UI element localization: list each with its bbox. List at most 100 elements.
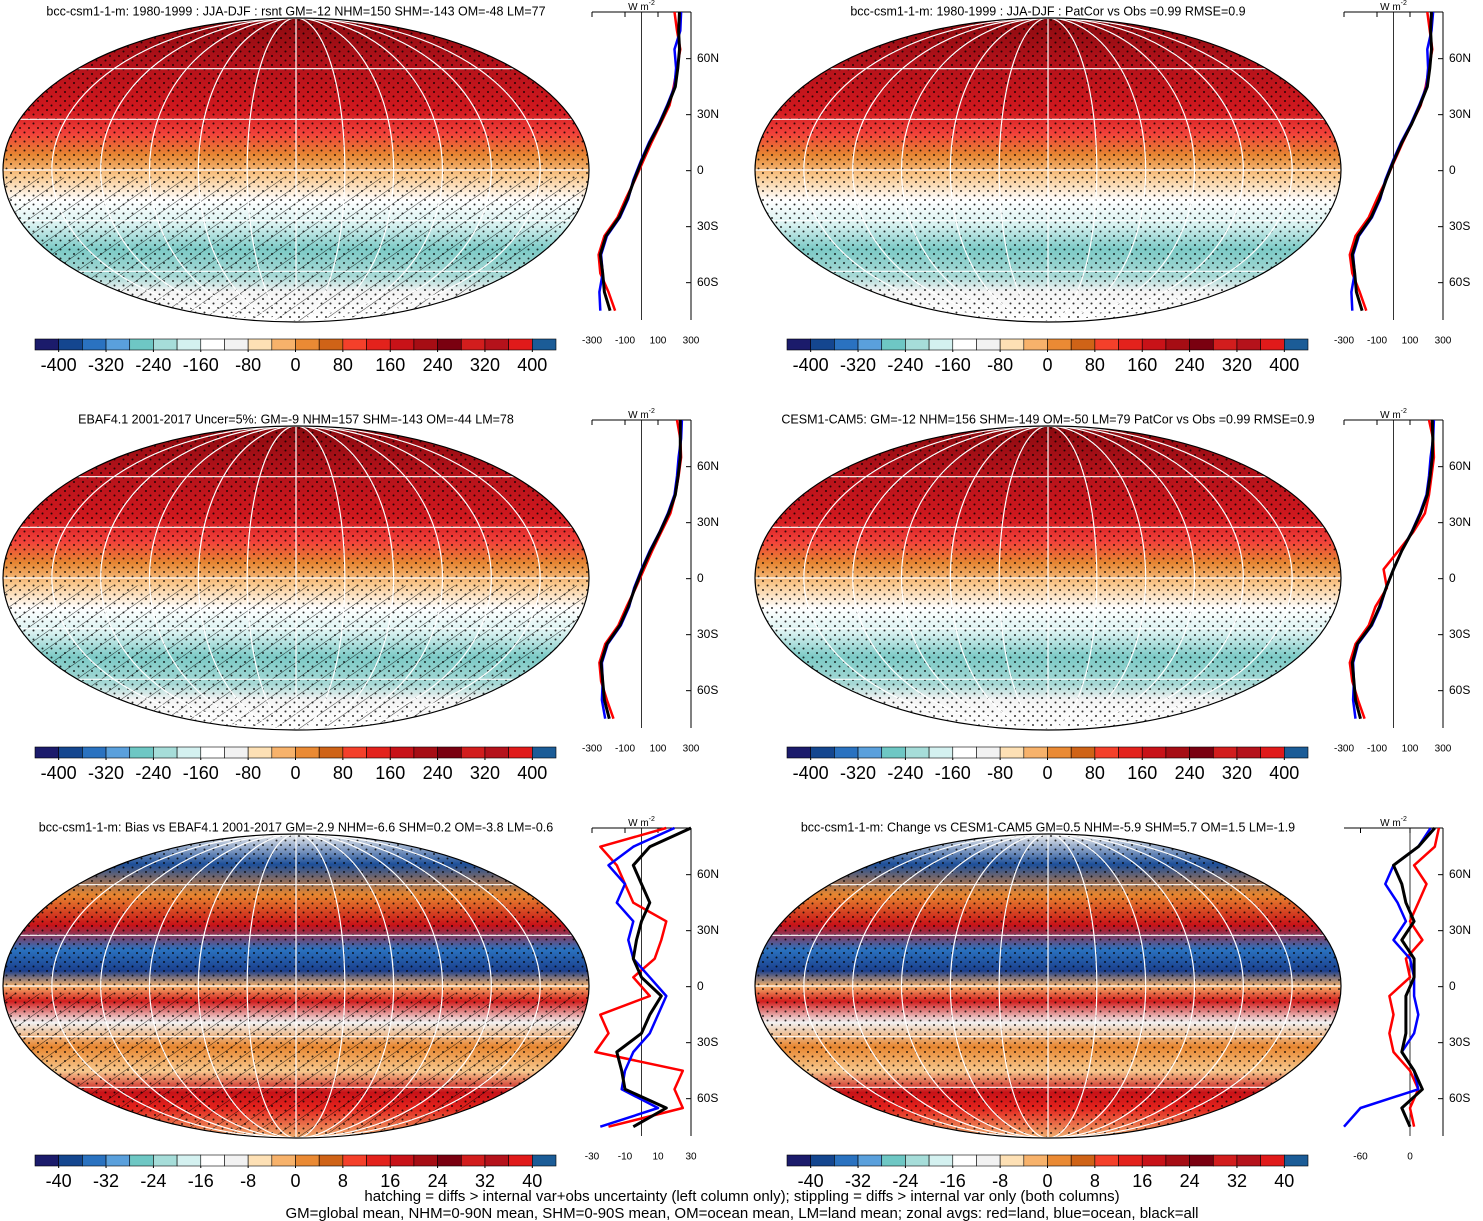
x-tick-label: -60: [1353, 1152, 1368, 1163]
y-tick-label: 60N: [697, 867, 719, 881]
colorbar-box: [105, 338, 131, 351]
panel: bcc-csm1-1-m: 1980-1999 : JJA-DJF : rsnt…: [2, 0, 719, 375]
colorbar-box: [271, 338, 296, 351]
panel: EBAF4.1 2001-2017 Uncer=5%: GM=-9 NHM=15…: [2, 408, 719, 783]
colorbar-box: [389, 338, 415, 351]
footer-note: hatching = diffs > internal var+obs unce…: [364, 1188, 1119, 1205]
colorbar-label: 320: [470, 355, 500, 375]
colorbar-box: [1070, 746, 1096, 759]
graticule: [51, 834, 541, 1138]
y-tick-label: 30S: [1449, 219, 1470, 233]
colorbar-label: 160: [375, 763, 405, 783]
graticule: [949, 426, 1147, 730]
x-tick-label: -300: [582, 336, 602, 347]
colorbar-box: [34, 746, 59, 759]
y-tick-label: 30N: [1449, 923, 1471, 937]
colorbar-label: 80: [333, 763, 353, 783]
y-tick-label: 30N: [1449, 107, 1471, 121]
colorbar-label: 40: [1274, 1171, 1294, 1191]
colorbar-box: [905, 746, 930, 759]
y-tick-label: 30S: [1449, 627, 1470, 641]
y-tick-label: 0: [697, 163, 704, 177]
zonal-mean-line: [1350, 11, 1433, 312]
map: [755, 834, 1341, 1138]
colorbar-box: [176, 746, 202, 759]
colorbar-label: 160: [1127, 763, 1157, 783]
graticule: [803, 426, 1293, 730]
colorbar-box: [1118, 746, 1143, 759]
colorbar-box: [928, 1154, 954, 1167]
graticule: [197, 426, 395, 730]
y-tick-label: 30S: [697, 1035, 718, 1049]
colorbar-label: 400: [1269, 763, 1299, 783]
x-tick-label: -100: [1367, 336, 1387, 347]
colorbar-box: [224, 746, 249, 759]
y-tick-label: 60N: [697, 51, 719, 65]
colorbar-box: [1236, 338, 1261, 351]
colorbar-box: [342, 338, 367, 351]
colorbar-box: [437, 746, 462, 759]
graticule: [949, 834, 1147, 1138]
graticule: [900, 834, 1196, 1138]
colorbar-box: [1260, 1154, 1285, 1167]
y-tick-label: 0: [1449, 571, 1456, 585]
y-tick-label: 60N: [1449, 51, 1471, 65]
colorbar-label: -320: [840, 763, 876, 783]
x-tick-label: -300: [582, 744, 602, 755]
colorbar-box: [129, 1154, 154, 1167]
colorbar-box: [247, 338, 273, 351]
colorbar-label: -40: [798, 1171, 824, 1191]
colorbar-box: [508, 1154, 533, 1167]
colorbar-label: 80: [333, 355, 353, 375]
colorbar-box: [1047, 746, 1072, 759]
colorbar-box: [318, 1154, 344, 1167]
colorbar-label: 160: [375, 355, 405, 375]
colorbar-label: 0: [290, 355, 300, 375]
map: [755, 18, 1341, 322]
y-tick-label: 60S: [697, 275, 718, 289]
colorbar-label: 240: [1175, 355, 1205, 375]
unit-label: W m-2: [628, 408, 655, 421]
unit-label: W m-2: [1380, 816, 1407, 829]
map-border: [754, 833, 1342, 1139]
colorbar-box: [153, 338, 178, 351]
colorbar-box: [976, 1154, 1001, 1167]
colorbar-box: [1212, 1154, 1238, 1167]
map: [755, 426, 1341, 730]
colorbar-label: 240: [423, 355, 453, 375]
colorbar-label: -400: [41, 763, 77, 783]
map: [3, 18, 589, 322]
colorbar-box: [295, 1154, 320, 1167]
unit-label: W m-2: [628, 816, 655, 829]
colorbar-box: [1047, 338, 1072, 351]
colorbar-box: [413, 338, 438, 351]
y-tick-label: 0: [1449, 163, 1456, 177]
colorbar-box: [905, 338, 930, 351]
y-tick-label: 30N: [697, 107, 719, 121]
x-tick-label: -30: [585, 1152, 600, 1163]
colorbar-box: [1165, 338, 1190, 351]
colorbar-box: [1236, 746, 1261, 759]
colorbar-box: [857, 338, 883, 351]
colorbar-box: [834, 746, 859, 759]
colorbar-label: -160: [935, 763, 971, 783]
x-tick-label: -300: [1334, 336, 1354, 347]
colorbar-box: [247, 1154, 273, 1167]
colorbar-box: [1260, 338, 1285, 351]
panel-title: bcc-csm1-1-m: Change vs CESM1-CAM5 GM=0.…: [801, 820, 1295, 834]
colorbar-box: [153, 1154, 178, 1167]
colorbar-box: [881, 338, 906, 351]
colorbar-box: [460, 338, 486, 351]
colorbar-box: [484, 1154, 509, 1167]
graticule: [998, 18, 1098, 322]
colorbar-box: [295, 338, 320, 351]
colorbar-label: 8: [1090, 1171, 1100, 1191]
colorbar-box: [952, 338, 977, 351]
colorbar-box: [786, 338, 811, 351]
colorbar-box: [786, 746, 811, 759]
unit-exponent: -2: [1401, 816, 1407, 823]
colorbar-label: 0: [1042, 763, 1052, 783]
colorbar-label: -320: [840, 355, 876, 375]
zonal-mean-line: [1350, 419, 1435, 720]
